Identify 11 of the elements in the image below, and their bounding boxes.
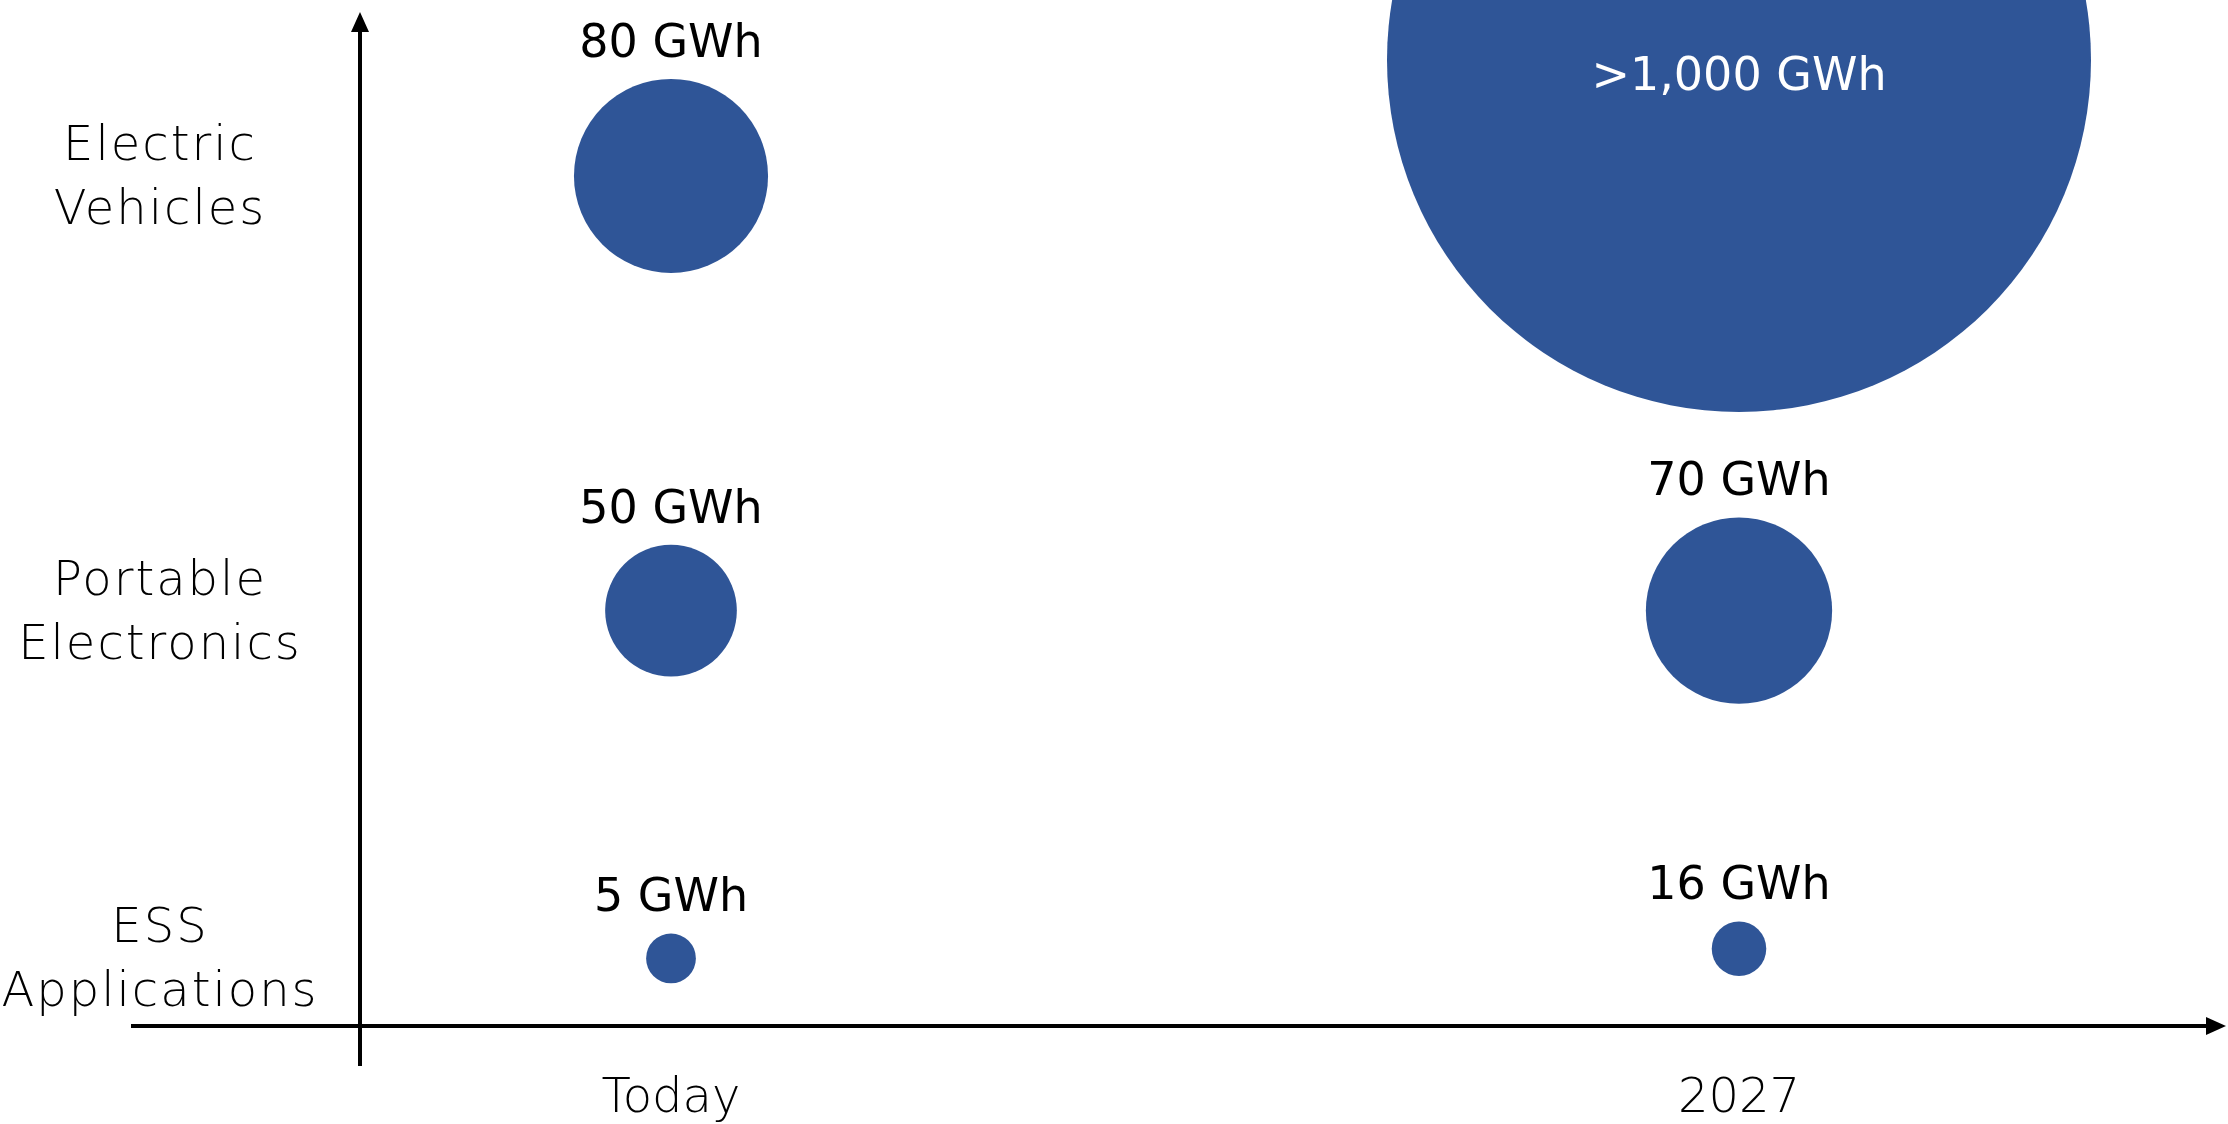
- annotation: 16 GWh: [1647, 856, 1831, 911]
- annotation: ESS Applications: [1, 897, 319, 1018]
- annotation: Electric Vehicles: [53, 114, 267, 235]
- x-tick-label: 2027: [1677, 1067, 1801, 1123]
- annotation: 50 GWh: [579, 479, 763, 534]
- annotation: Portable Electronics: [18, 549, 302, 670]
- annotation: 70 GWh: [1647, 452, 1831, 507]
- annotation: 5 GWh: [593, 868, 749, 923]
- annotation: 80 GWh: [579, 13, 763, 68]
- x-tick-label: Today: [601, 1067, 741, 1123]
- annotation: >1,000 GWh: [1591, 47, 1887, 101]
